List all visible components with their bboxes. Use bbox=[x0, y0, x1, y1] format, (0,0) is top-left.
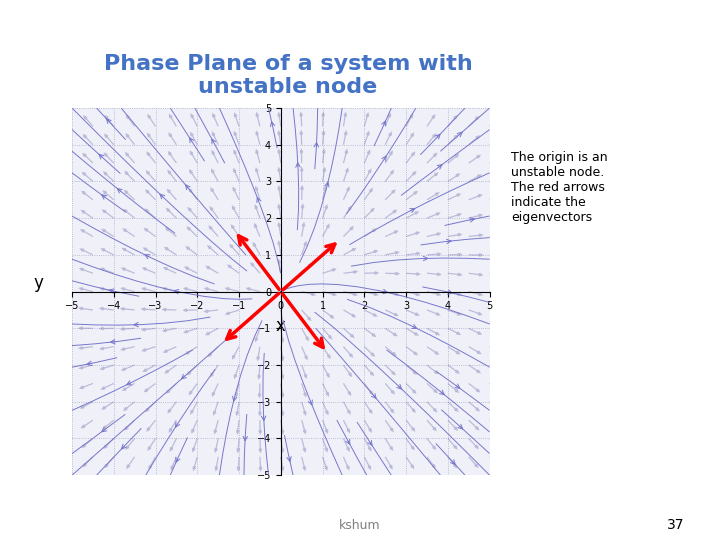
FancyArrowPatch shape bbox=[127, 381, 132, 385]
FancyArrowPatch shape bbox=[372, 394, 376, 399]
FancyArrowPatch shape bbox=[383, 289, 387, 294]
FancyArrowPatch shape bbox=[314, 143, 318, 147]
X-axis label: x: x bbox=[276, 317, 286, 335]
FancyArrowPatch shape bbox=[181, 374, 186, 379]
FancyArrowPatch shape bbox=[102, 195, 107, 199]
Text: kshum: kshum bbox=[339, 519, 381, 532]
Y-axis label: y: y bbox=[34, 274, 43, 292]
FancyArrowPatch shape bbox=[145, 255, 150, 259]
FancyArrowPatch shape bbox=[122, 444, 126, 449]
FancyArrowPatch shape bbox=[87, 361, 92, 366]
FancyArrowPatch shape bbox=[176, 422, 180, 427]
FancyArrowPatch shape bbox=[160, 194, 165, 199]
FancyArrowPatch shape bbox=[457, 132, 462, 137]
FancyArrowPatch shape bbox=[257, 198, 261, 202]
FancyArrowPatch shape bbox=[436, 134, 440, 139]
FancyArrowPatch shape bbox=[469, 218, 474, 222]
FancyArrowPatch shape bbox=[243, 436, 248, 441]
FancyArrowPatch shape bbox=[109, 289, 114, 293]
FancyArrowPatch shape bbox=[412, 325, 417, 328]
FancyArrowPatch shape bbox=[437, 165, 442, 169]
FancyArrowPatch shape bbox=[458, 424, 463, 429]
FancyArrowPatch shape bbox=[448, 290, 452, 294]
FancyArrowPatch shape bbox=[455, 384, 460, 388]
FancyArrowPatch shape bbox=[325, 182, 329, 187]
Text: Phase Plane of a system with
unstable node: Phase Plane of a system with unstable no… bbox=[104, 54, 472, 97]
FancyArrowPatch shape bbox=[261, 416, 266, 421]
FancyArrowPatch shape bbox=[271, 122, 275, 126]
FancyArrowPatch shape bbox=[382, 156, 386, 161]
FancyArrowPatch shape bbox=[368, 441, 372, 446]
FancyArrowPatch shape bbox=[446, 239, 451, 244]
FancyArrowPatch shape bbox=[117, 188, 122, 193]
FancyArrowPatch shape bbox=[99, 154, 104, 159]
FancyArrowPatch shape bbox=[176, 457, 180, 462]
FancyArrowPatch shape bbox=[451, 460, 455, 464]
FancyArrowPatch shape bbox=[212, 139, 216, 144]
FancyArrowPatch shape bbox=[439, 390, 444, 395]
Text: The origin is an
unstable node.
The red arrows
indicate the
eigenvectors: The origin is an unstable node. The red … bbox=[511, 151, 608, 224]
FancyArrowPatch shape bbox=[102, 427, 107, 431]
FancyArrowPatch shape bbox=[308, 400, 312, 405]
FancyArrowPatch shape bbox=[186, 185, 190, 190]
FancyArrowPatch shape bbox=[382, 121, 386, 126]
FancyArrowPatch shape bbox=[189, 138, 194, 143]
FancyArrowPatch shape bbox=[410, 208, 415, 213]
FancyArrowPatch shape bbox=[397, 384, 402, 389]
FancyArrowPatch shape bbox=[423, 256, 428, 261]
FancyArrowPatch shape bbox=[110, 340, 115, 344]
FancyArrowPatch shape bbox=[296, 163, 300, 167]
FancyArrowPatch shape bbox=[287, 457, 291, 461]
FancyArrowPatch shape bbox=[134, 322, 139, 327]
FancyArrowPatch shape bbox=[233, 396, 237, 401]
FancyArrowPatch shape bbox=[107, 119, 111, 124]
FancyArrowPatch shape bbox=[346, 439, 350, 444]
FancyArrowPatch shape bbox=[174, 289, 179, 294]
Text: 37: 37 bbox=[667, 518, 684, 532]
